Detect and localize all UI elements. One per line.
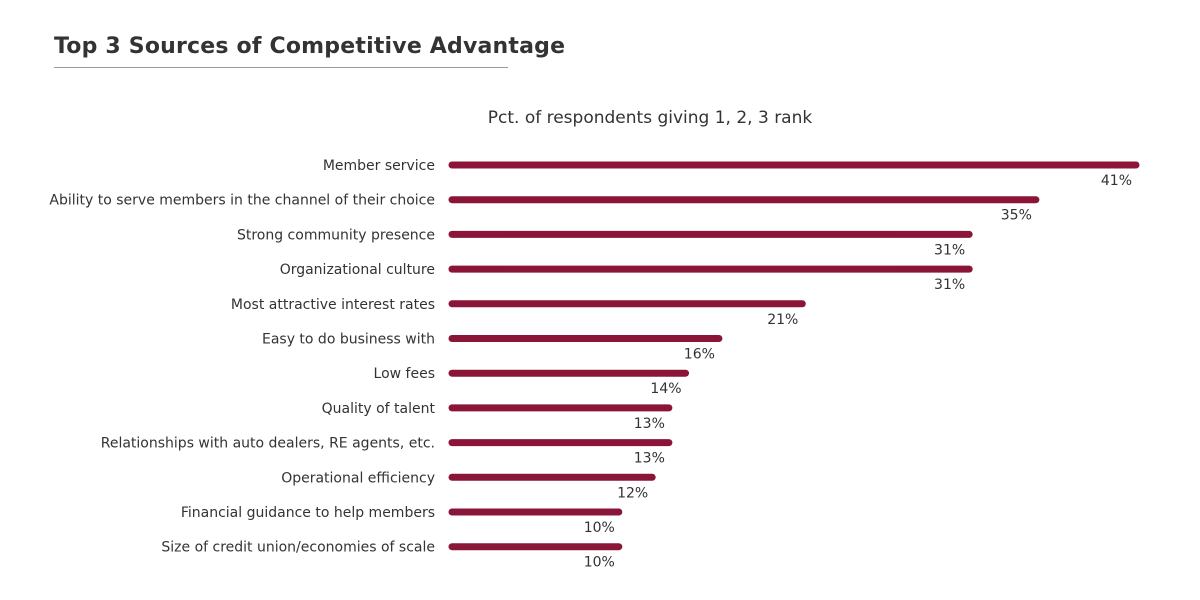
page-title: Top 3 Sources of Competitive Advantage	[54, 34, 566, 59]
value-label: 12%	[617, 485, 648, 501]
category-label: Member service	[323, 158, 435, 174]
chart-subtitle: Pct. of respondents giving 1, 2, 3 rank	[487, 108, 813, 128]
title-underline	[54, 67, 508, 68]
category-label: Ability to serve members in the channel …	[49, 193, 435, 209]
category-label: Quality of talent	[322, 401, 436, 417]
value-label: 41%	[1101, 173, 1132, 189]
value-label: 16%	[684, 347, 715, 363]
category-label: Low fees	[374, 366, 435, 382]
category-label: Relationships with auto dealers, RE agen…	[101, 436, 435, 452]
bars-group	[448, 161, 1140, 551]
value-label: 10%	[584, 520, 615, 536]
value-label: 14%	[650, 381, 681, 397]
value-label: 31%	[934, 277, 965, 293]
category-label: Strong community presence	[237, 227, 435, 243]
value-label: 21%	[767, 312, 798, 328]
category-label: Organizational culture	[280, 262, 435, 278]
value-labels-group: 41% 35% 31% 31% 21% 16% 14% 13% 13% 12% 10% 10%	[584, 173, 1132, 571]
value-label: 31%	[934, 242, 965, 258]
category-label: Operational efficiency	[281, 470, 435, 486]
category-label: Easy to do business with	[262, 332, 435, 348]
category-label: Financial guidance to help members	[181, 505, 435, 521]
value-label: 10%	[584, 555, 615, 571]
category-label: Size of credit union/economies of scale	[161, 540, 435, 556]
category-label: Most attractive interest rates	[231, 297, 435, 313]
value-label: 35%	[1001, 208, 1032, 224]
category-labels-group: Member service Ability to serve members i…	[49, 158, 435, 556]
value-label: 13%	[634, 451, 665, 467]
value-label: 13%	[634, 416, 665, 432]
